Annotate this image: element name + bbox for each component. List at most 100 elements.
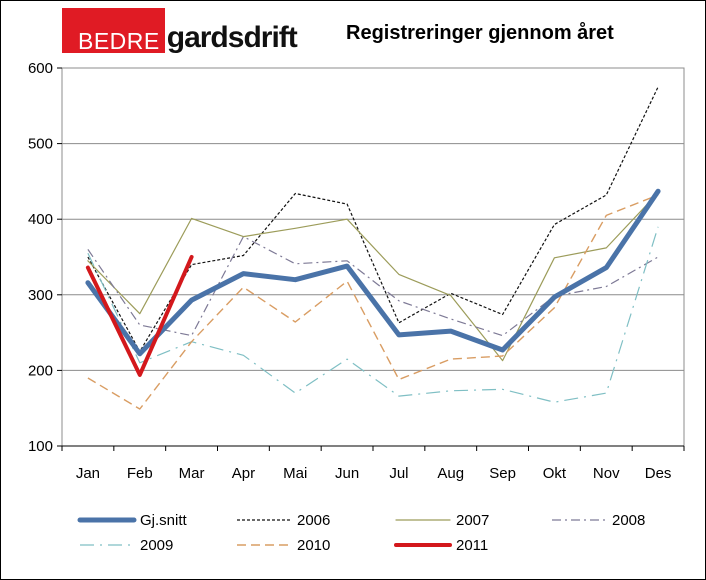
x-tick-label: Mar bbox=[179, 465, 205, 482]
point-2010-feb bbox=[138, 407, 142, 411]
point-2008-mar bbox=[190, 334, 194, 338]
point-2008-feb bbox=[138, 323, 142, 327]
point-2008-jul bbox=[397, 299, 401, 303]
point-2009-jul bbox=[397, 394, 401, 398]
point-2007-nov bbox=[604, 246, 608, 250]
point-2006-okt bbox=[552, 222, 556, 226]
legend-label: 2010 bbox=[297, 537, 330, 554]
x-tick-label: Feb bbox=[127, 465, 153, 482]
point-gjsnitt-sep bbox=[501, 348, 505, 352]
point-2009-jan bbox=[86, 251, 90, 255]
point-2010-mar bbox=[190, 340, 194, 344]
legend-label: 2009 bbox=[140, 537, 173, 554]
point-gjsnitt-apr bbox=[241, 272, 245, 276]
point-2011-mar bbox=[190, 255, 194, 259]
point-2010-nov bbox=[604, 213, 608, 217]
point-2008-sep bbox=[501, 334, 505, 338]
point-2009-sep bbox=[501, 387, 505, 391]
legend-label: 2006 bbox=[297, 512, 330, 529]
point-gjsnitt-mai bbox=[293, 278, 297, 282]
x-tick-label: Aug bbox=[437, 465, 464, 482]
legend: Gj.snitt 2006 2007 2008 2009 2010 2011 bbox=[77, 512, 645, 554]
point-2006-mai bbox=[293, 191, 297, 195]
point-2006-des bbox=[656, 85, 660, 89]
point-gjsnitt-feb bbox=[138, 352, 142, 356]
series-line-2011 bbox=[85, 255, 194, 377]
point-2010-aug bbox=[449, 357, 453, 361]
point-gjsnitt-des bbox=[656, 189, 660, 193]
x-tick-label: Apr bbox=[232, 465, 255, 482]
point-2008-des bbox=[656, 255, 660, 259]
legend-label: 2007 bbox=[456, 512, 489, 529]
x-tick-label: Des bbox=[645, 465, 672, 482]
point-2010-okt bbox=[552, 306, 556, 310]
point-2008-mai bbox=[293, 262, 297, 266]
point-2007-okt bbox=[552, 256, 556, 260]
y-tick-label: 100 bbox=[28, 438, 53, 455]
series-line-gjsnitt bbox=[85, 188, 661, 357]
x-tick-label: Jul bbox=[389, 465, 408, 482]
brand-logo: BEDRE gardsdrift bbox=[62, 8, 298, 54]
point-2007-jan bbox=[86, 259, 90, 263]
point-2009-mai bbox=[293, 391, 297, 395]
point-2006-jun bbox=[345, 202, 349, 206]
y-tick-label: 300 bbox=[28, 287, 53, 304]
point-2009-jun bbox=[345, 357, 349, 361]
point-2007-sep bbox=[501, 359, 505, 363]
point-2010-jun bbox=[345, 279, 349, 283]
point-2009-des bbox=[656, 225, 660, 229]
point-gjsnitt-okt bbox=[552, 295, 556, 299]
point-2006-jul bbox=[397, 321, 401, 325]
point-2008-nov bbox=[604, 284, 608, 288]
y-tick-label: 200 bbox=[28, 362, 53, 379]
point-2009-okt bbox=[552, 400, 556, 404]
legend-label: Gj.snitt bbox=[140, 512, 188, 529]
point-2006-apr bbox=[241, 253, 245, 257]
logo-word: gardsdrift bbox=[166, 21, 298, 54]
x-tick-label: Jan bbox=[76, 465, 100, 482]
point-gjsnitt-jul bbox=[397, 333, 401, 337]
point-2006-sep bbox=[501, 312, 505, 316]
legend-label: 2011 bbox=[456, 537, 488, 554]
y-tick-label: 500 bbox=[28, 136, 53, 153]
point-2009-feb bbox=[138, 361, 142, 365]
point-gjsnitt-nov bbox=[604, 266, 608, 270]
point-2011-feb bbox=[138, 373, 142, 377]
point-2007-aug bbox=[449, 294, 453, 298]
chart-title: Registreringer gjennom året bbox=[346, 22, 614, 44]
legend-label: 2008 bbox=[612, 512, 645, 529]
y-tick-label: 600 bbox=[28, 60, 53, 77]
point-gjsnitt-jan bbox=[86, 281, 90, 285]
point-2010-sep bbox=[501, 354, 505, 358]
plot-area: 100 200 300 400 500 600 Jan Feb Mar Apr Mai Jun Jul A… bbox=[28, 60, 685, 482]
point-2010-jul bbox=[397, 377, 401, 381]
point-2010-jan bbox=[86, 376, 90, 380]
point-2007-mar bbox=[190, 216, 194, 220]
x-tick-label: Mai bbox=[283, 465, 307, 482]
point-2011-jan bbox=[86, 266, 90, 270]
x-tick-label: Okt bbox=[543, 465, 567, 482]
point-2008-aug bbox=[449, 317, 453, 321]
point-2008-jan bbox=[86, 247, 90, 251]
point-gjsnitt-aug bbox=[449, 329, 453, 333]
point-2009-apr bbox=[241, 353, 245, 357]
point-2007-feb bbox=[138, 312, 142, 316]
point-2007-jun bbox=[345, 217, 349, 221]
x-tick-label: Jun bbox=[335, 465, 359, 482]
point-2007-jul bbox=[397, 272, 401, 276]
point-2008-jun bbox=[345, 259, 349, 263]
point-2010-mai bbox=[293, 320, 297, 324]
point-2008-apr bbox=[241, 235, 245, 239]
point-2007-mai bbox=[293, 226, 297, 230]
point-2009-aug bbox=[449, 389, 453, 393]
point-2006-nov bbox=[604, 193, 608, 197]
point-2009-nov bbox=[604, 391, 608, 395]
point-2010-apr bbox=[241, 285, 245, 289]
series-line-2007 bbox=[87, 192, 659, 362]
logo-box: BEDRE bbox=[62, 8, 165, 53]
point-gjsnitt-jun bbox=[345, 264, 349, 268]
x-tick-label: Nov bbox=[593, 465, 620, 482]
y-tick-label: 400 bbox=[28, 211, 53, 228]
point-gjsnitt-mar bbox=[190, 298, 194, 302]
